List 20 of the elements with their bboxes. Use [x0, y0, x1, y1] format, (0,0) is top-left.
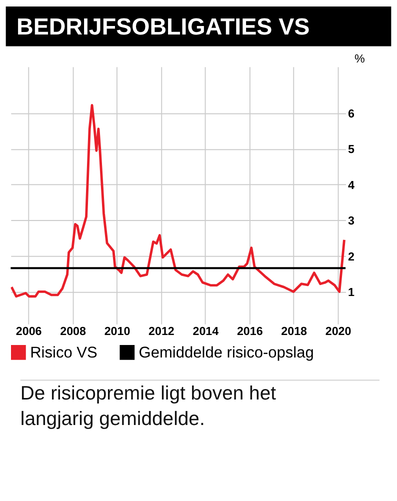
y-tick-label: 3 — [348, 214, 355, 228]
x-tick-label: 2014 — [192, 325, 220, 338]
x-tick-label: 2006 — [16, 325, 42, 338]
y-tick-label: 2 — [348, 250, 354, 264]
x-tick-label: 2010 — [104, 325, 130, 338]
x-tick-label: 2012 — [148, 325, 174, 338]
y-tick-label: 6 — [348, 107, 355, 120]
x-tick-label: 2020 — [325, 325, 352, 338]
legend-label: Risico VS — [30, 344, 98, 362]
x-tick-label: 2008 — [60, 325, 87, 338]
chart-title: BEDRIJFSOBLIGATIES VS — [16, 14, 310, 40]
y-axis-title: % — [354, 52, 365, 66]
y-tick-label: 1 — [348, 286, 355, 300]
y-tick-label: 5 — [348, 143, 355, 156]
line-series — [10, 104, 346, 298]
x-tick-label: 2016 — [236, 325, 264, 338]
x-tick-label: 2018 — [281, 325, 308, 338]
y-tick-label: 4 — [348, 178, 355, 192]
legend-label: Gemiddelde risico-opslag — [138, 344, 314, 362]
text: De risicopremie ligt boven het langjarig gemiddelde. — [20, 382, 277, 430]
